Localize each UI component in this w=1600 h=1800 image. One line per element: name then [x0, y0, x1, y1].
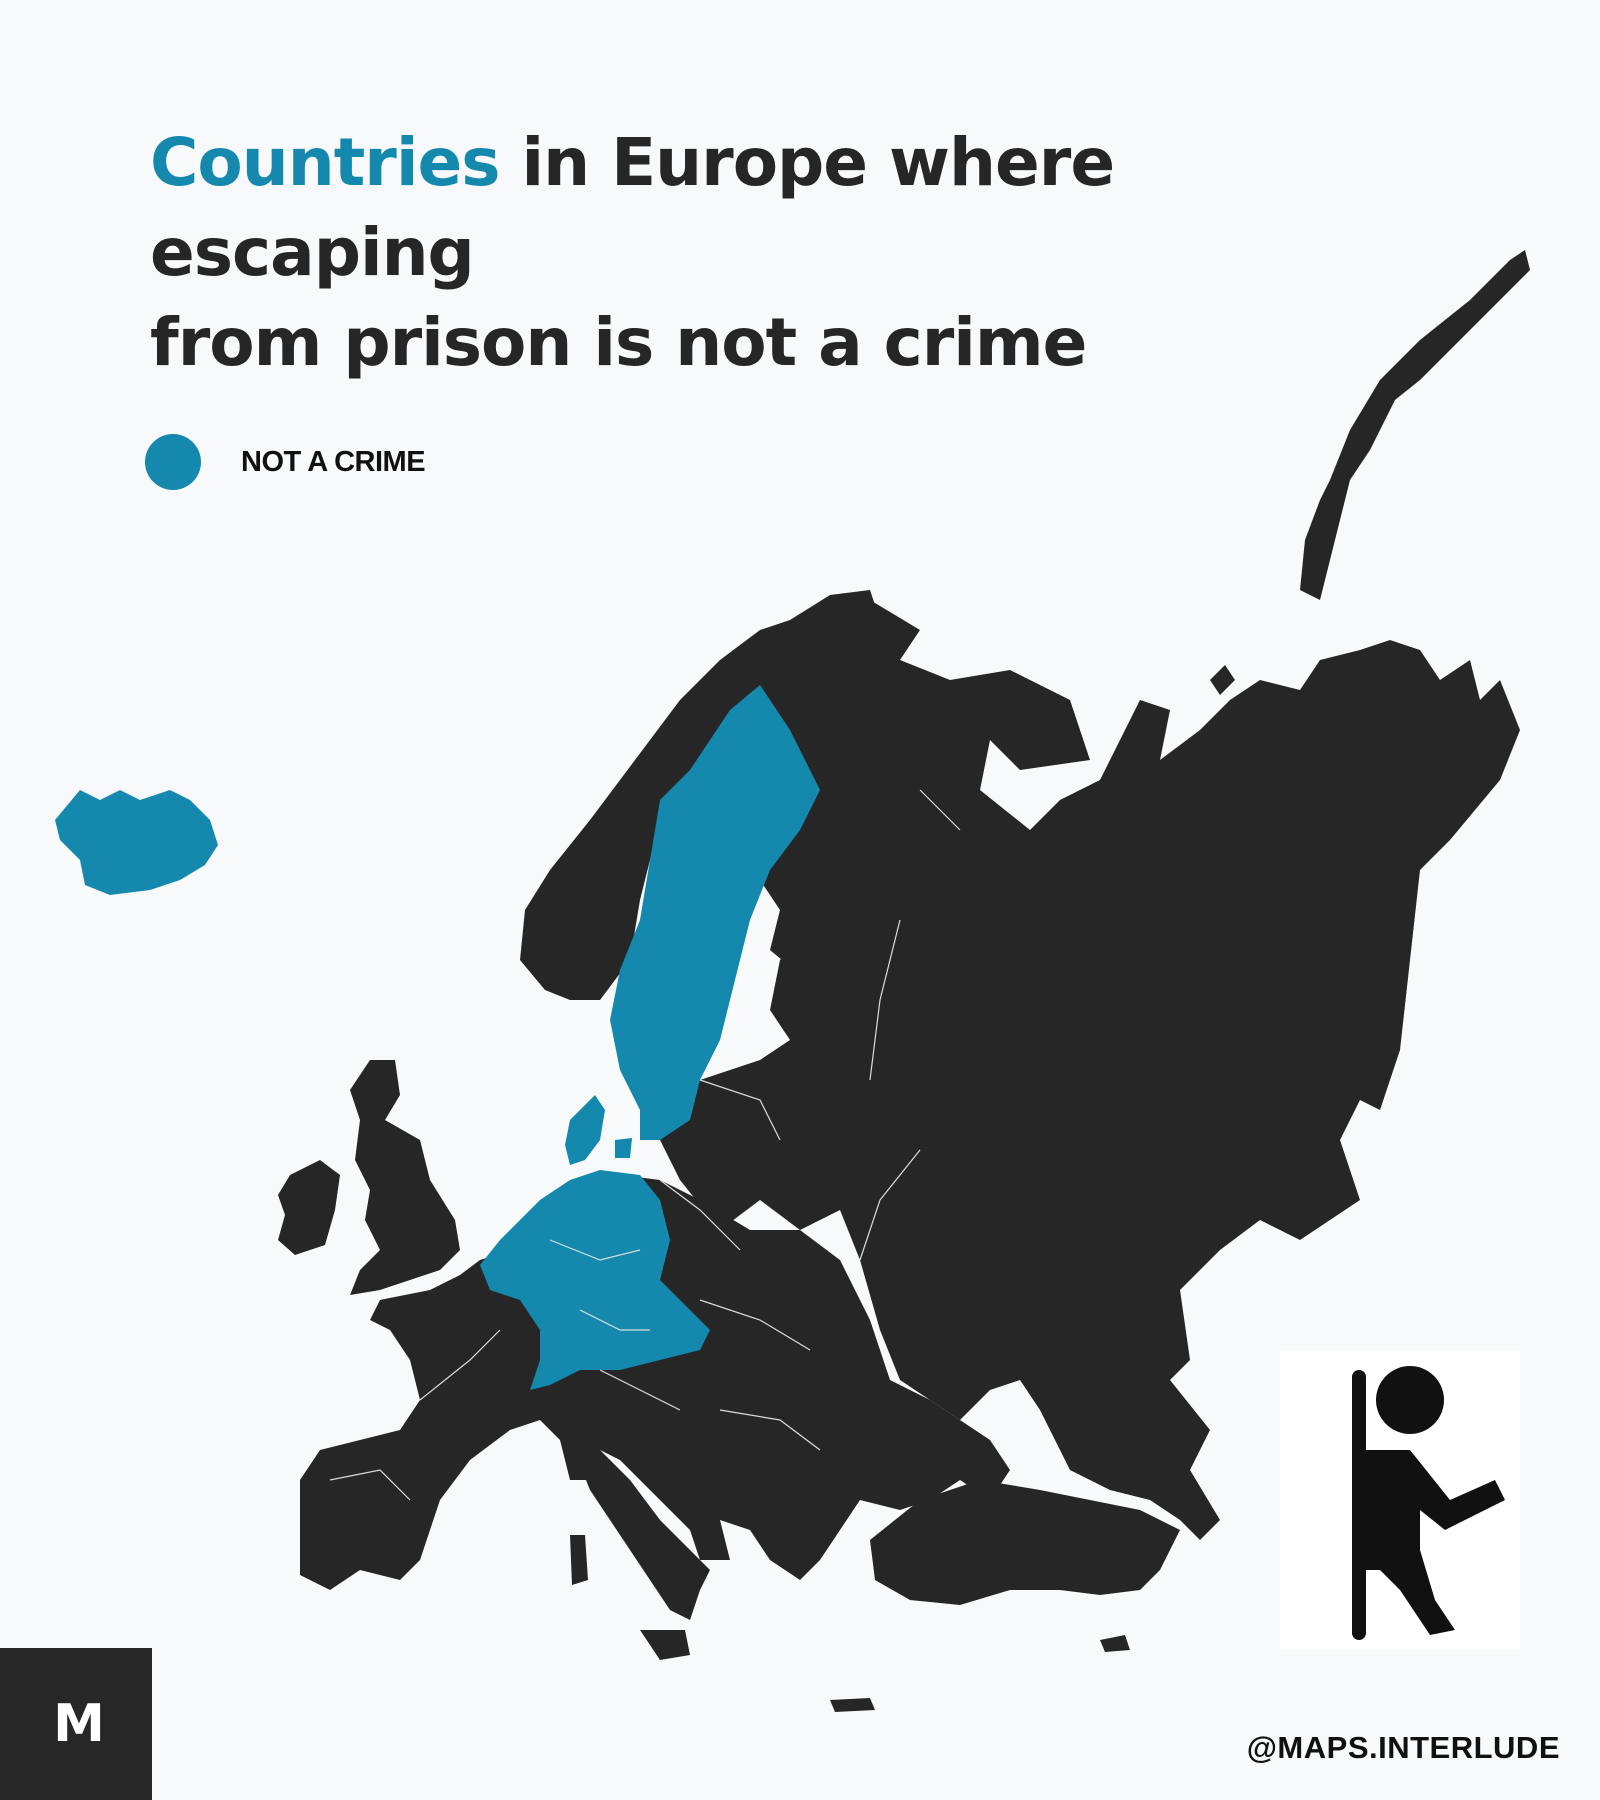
title-line2: from prison is not a crime: [150, 304, 1087, 381]
person-escaping-icon: [1280, 1350, 1520, 1650]
brand-logo: M: [0, 1648, 152, 1800]
italy: [570, 1440, 710, 1620]
turkey: [870, 1480, 1180, 1605]
title-line1: in Europe where escaping: [150, 124, 1115, 291]
germany-benelux-alpine: [480, 1170, 710, 1390]
western-continent: [300, 1175, 1010, 1590]
denmark: [565, 1095, 605, 1165]
legend-label: NOT A CRIME: [241, 445, 426, 478]
legend-swatch: [145, 434, 201, 490]
logo-text: M: [53, 1694, 105, 1754]
novaya-zemlya: [1300, 250, 1530, 600]
iceland: [55, 790, 218, 895]
sweden: [610, 685, 820, 1140]
brand-handle: @MAPS.INTERLUDE: [1246, 1730, 1560, 1765]
great-britain: [350, 1060, 460, 1295]
cyprus: [1100, 1635, 1130, 1652]
legend: NOT A CRIME: [145, 432, 426, 492]
kolguev-island: [1210, 665, 1235, 695]
map-title: Countries in Europe where escaping from p…: [150, 118, 1450, 388]
denmark-islands: [615, 1138, 632, 1158]
crete: [830, 1698, 875, 1712]
ireland: [278, 1160, 340, 1255]
title-highlight: Countries: [150, 124, 501, 201]
sicily: [640, 1630, 690, 1660]
country-borders: [329, 789, 961, 1501]
sardinia: [570, 1535, 588, 1585]
